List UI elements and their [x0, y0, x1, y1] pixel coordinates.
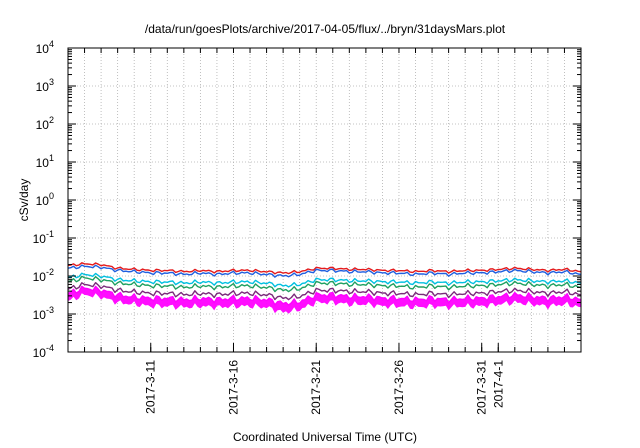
y-tick-label: 102	[36, 115, 54, 132]
series-line	[67, 264, 582, 278]
y-tick-label: 103	[36, 77, 54, 94]
series-line	[67, 285, 582, 306]
series-lines	[67, 262, 582, 306]
y-tick-label: 10-1	[33, 229, 54, 246]
y-tick-label: 10-2	[33, 267, 54, 284]
y-tick-label: 10-3	[33, 305, 54, 322]
band-area	[68, 287, 581, 314]
y-tick-label: 100	[36, 191, 54, 208]
plot-frame	[67, 47, 582, 353]
x-axis: 2017-3-11 2017-3-16 2017-3-21 2017-3-26 2017…	[84, 48, 565, 415]
series-line	[67, 262, 582, 275]
y-axis: 10-4 10-3 10-2 10-1 100 101 102 103 104	[33, 39, 581, 360]
x-axis-label: Coordinated Universal Time (UTC)	[233, 430, 417, 444]
x-tick-label: 2017-3-16	[226, 360, 240, 415]
x-tick-label: 2017-3-31	[475, 360, 489, 415]
chart-title: /data/run/goesPlots/archive/2017-04-05/f…	[145, 22, 506, 36]
x-tick-label: 2017-3-11	[144, 360, 158, 414]
y-tick-label: 101	[36, 153, 54, 170]
series-line	[67, 275, 582, 293]
grid	[68, 48, 581, 352]
x-tick-label: 2017-3-26	[392, 360, 406, 415]
y-tick-label: 104	[36, 39, 54, 56]
series-line	[67, 282, 582, 301]
x-tick-label: 2017-3-21	[309, 360, 323, 415]
x-tick-label: 2017-4-1	[491, 360, 505, 408]
y-tick-label: 10-4	[33, 343, 54, 360]
y-axis-label: cSv/day	[17, 179, 31, 222]
series-line	[67, 272, 582, 288]
band-fill	[68, 287, 581, 314]
